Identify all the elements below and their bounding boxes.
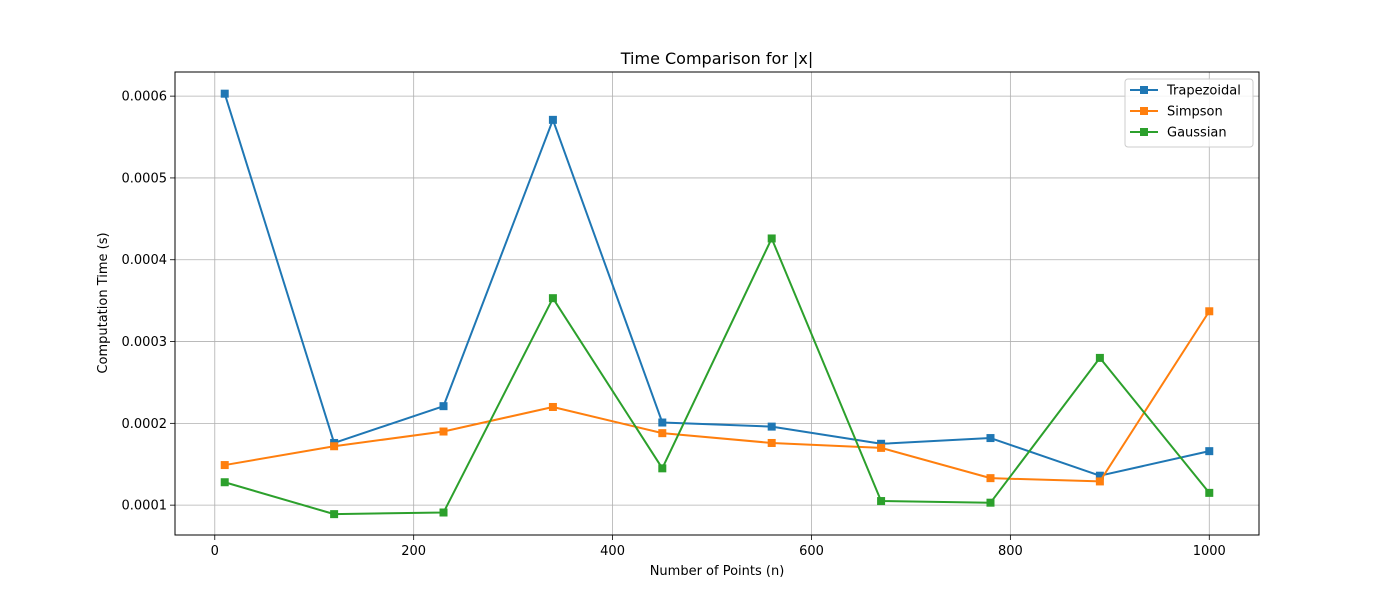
series-simpson [220, 307, 1214, 486]
data-point-marker [658, 429, 667, 438]
legend-marker-swatch [1140, 86, 1148, 94]
data-point-marker [548, 294, 557, 303]
data-point-marker [548, 115, 557, 124]
series-line [223, 93, 1210, 477]
data-point-marker [220, 478, 229, 487]
x-tick-label: 0 [211, 544, 219, 559]
data-point-marker [1205, 447, 1214, 456]
y-tick-label: 0.0001 [122, 499, 168, 514]
data-point-marker [986, 434, 995, 443]
data-point-marker [877, 443, 886, 452]
data-point-marker [986, 474, 995, 483]
legend-label: Trapezoidal [1166, 84, 1241, 99]
legend-marker-swatch [1140, 107, 1148, 115]
series-line [224, 237, 1211, 516]
legend-item-gaussian: Gaussian [1130, 126, 1227, 141]
data-point-marker [986, 498, 995, 507]
x-tick-label: 200 [401, 544, 426, 559]
legend-label: Simpson [1167, 105, 1223, 120]
y-axis-label: Computation Time (s) [96, 232, 111, 373]
data-point-marker [220, 89, 229, 98]
data-point-marker [1205, 307, 1214, 316]
data-point-marker [439, 508, 448, 517]
data-point-marker [1095, 471, 1104, 480]
legend-item-simpson: Simpson [1130, 105, 1223, 120]
data-point-marker [877, 439, 886, 448]
data-point-marker [220, 461, 229, 470]
y-tick-label: 0.0006 [122, 90, 168, 105]
data-point-marker [1095, 477, 1104, 486]
y-tick-label: 0.0005 [122, 171, 168, 186]
data-point-marker [439, 402, 448, 411]
legend-label: Gaussian [1167, 126, 1227, 141]
series-trapezoidal [220, 89, 1214, 480]
legend-item-trapezoidal: Trapezoidal [1130, 84, 1241, 99]
data-point-marker [767, 422, 776, 431]
plot-frame [174, 71, 1260, 536]
data-point-marker [877, 497, 886, 506]
data-point-marker [1095, 353, 1104, 362]
data-point-marker [330, 510, 339, 519]
data-point-marker [1205, 488, 1214, 497]
data-point-marker [330, 442, 339, 451]
data-point-marker [439, 427, 448, 436]
y-tick-label: 0.0003 [122, 335, 168, 350]
legend-marker-swatch [1140, 128, 1148, 136]
grid-layer [175, 72, 1259, 535]
data-point-marker [767, 234, 776, 243]
series-layer [220, 89, 1214, 519]
x-axis-label: Number of Points (n) [650, 564, 785, 579]
data-point-marker [658, 418, 667, 427]
x-tick-label: 800 [998, 544, 1023, 559]
series-line [224, 310, 1211, 483]
data-point-marker [658, 464, 667, 473]
y-tick-label: 0.0004 [122, 253, 168, 268]
y-tick-label: 0.0002 [122, 417, 168, 432]
x-tick-label: 400 [600, 544, 625, 559]
tick-layer: 0 200 400 600 800 1000 0.0001 0.0002 0.0003 0.000… [122, 90, 1226, 559]
series-gaussian [220, 234, 1214, 519]
chart-title: Time Comparison for |x| [620, 49, 813, 68]
data-point-marker [548, 402, 557, 411]
data-point-marker [767, 438, 776, 447]
x-tick-label: 1000 [1193, 544, 1226, 559]
x-tick-label: 600 [799, 544, 824, 559]
legend: Trapezoidal Simpson Gaussian [1124, 78, 1254, 148]
legend-box [1124, 78, 1254, 148]
